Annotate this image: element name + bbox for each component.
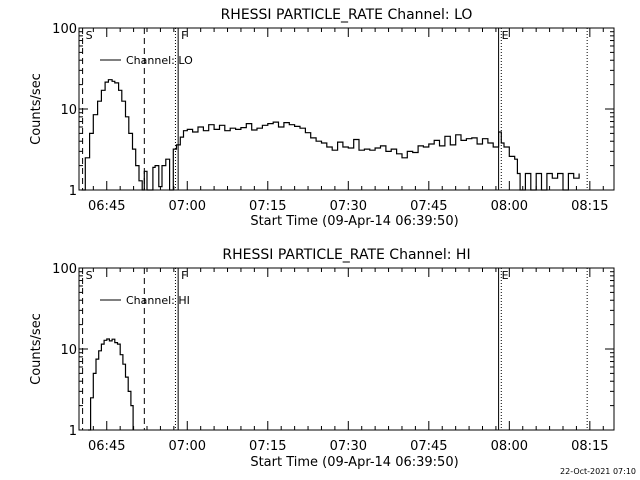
y-tick-label: 100 (52, 22, 77, 37)
x-tick-label: 08:15 (571, 199, 608, 214)
y-axis-label: Counts/sec (29, 313, 44, 385)
y-tick-label: 1 (69, 424, 77, 439)
plot-frame (78, 267, 615, 431)
y-axis-label: Counts/sec (29, 73, 44, 145)
x-tick-label: 07:00 (169, 199, 206, 214)
x-tick-label: 07:45 (410, 439, 447, 454)
legend-label: Channel: LO (126, 54, 193, 67)
x-tick-label: 07:30 (330, 439, 367, 454)
x-tick-label: 07:15 (249, 199, 286, 214)
event-marker-label: E (502, 29, 509, 42)
x-tick-label: 07:45 (410, 199, 447, 214)
x-tick-label: 08:00 (491, 199, 528, 214)
y-tick-label: 10 (60, 343, 77, 358)
x-axis-label: Start Time (09-Apr-14 06:39:50) (250, 214, 458, 229)
x-tick-label: 07:00 (169, 439, 206, 454)
footer-timestamp: 22-Oct-2021 07:10 (560, 467, 636, 476)
hi-channel-panel: RHESSI PARTICLE_RATE Channel: HI 1 10 100 Co… (29, 247, 615, 470)
y-tick-label: 10 (60, 103, 77, 118)
event-marker-label: F (181, 29, 187, 42)
lo-channel-panel: RHESSI PARTICLE_RATE Channel: LO 1 10 100 Co… (29, 7, 615, 229)
y-tick-label: 1 (69, 184, 77, 199)
chart-title: RHESSI PARTICLE_RATE Channel: LO (221, 7, 473, 23)
x-tick-label: 06:45 (88, 199, 125, 214)
chart-title: RHESSI PARTICLE_RATE Channel: HI (222, 247, 470, 263)
x-tick-label: 08:00 (491, 439, 528, 454)
series-line (88, 338, 134, 431)
series-line (81, 79, 580, 191)
x-tick-label: 08:15 (571, 439, 608, 454)
x-axis-label: Start Time (09-Apr-14 06:39:50) (250, 455, 458, 470)
x-tick-label: 07:15 (249, 439, 286, 454)
legend-label: Channel: HI (126, 294, 190, 307)
x-tick-label: 07:30 (330, 199, 367, 214)
y-tick-label: 100 (52, 262, 77, 277)
event-marker-label: F (181, 269, 187, 282)
event-marker-label: E (502, 269, 509, 282)
x-tick-label: 06:45 (88, 439, 125, 454)
event-marker-label: S (86, 29, 93, 42)
event-marker-label: S (86, 269, 93, 282)
